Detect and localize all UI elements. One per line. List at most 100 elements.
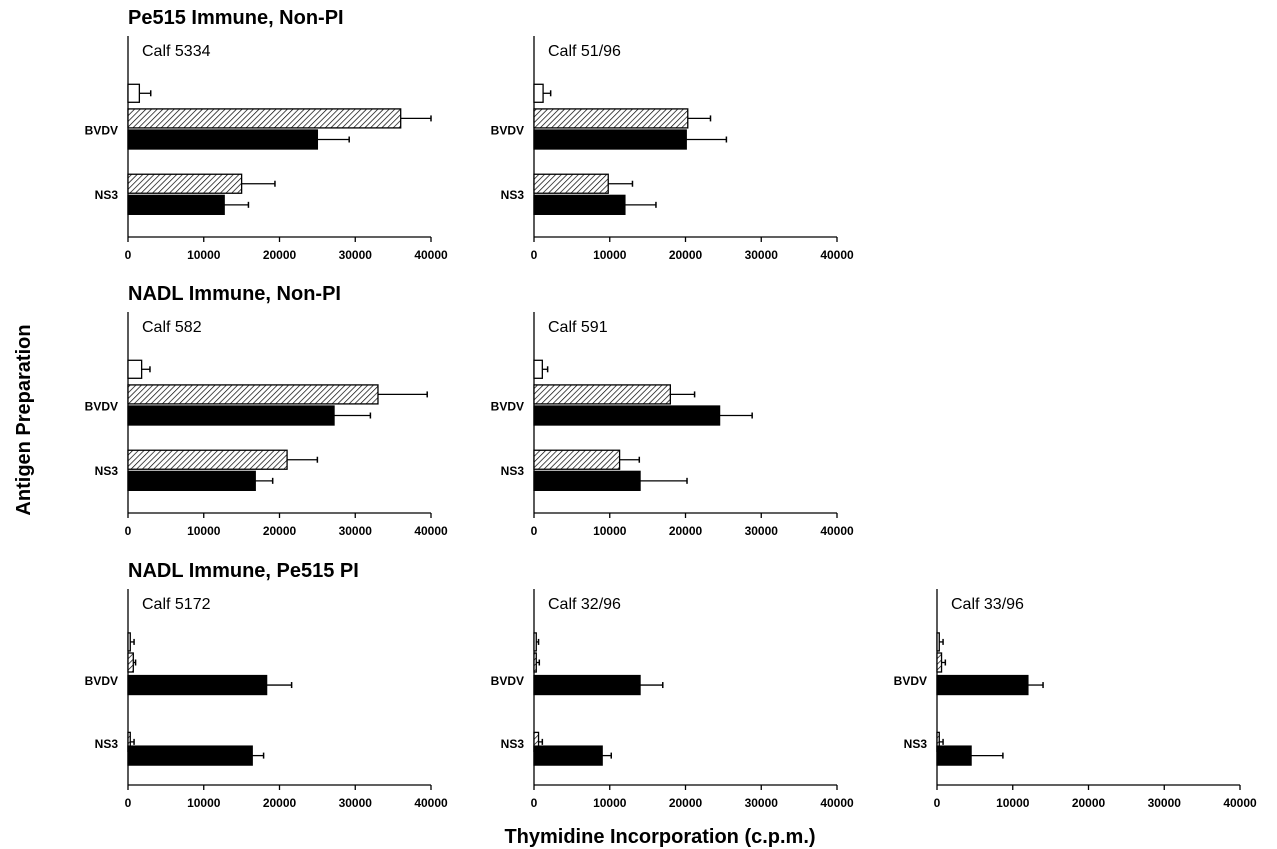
x-tick-label: 40000: [820, 796, 854, 810]
category-label: BVDV: [85, 123, 118, 137]
x-tick-label: 40000: [414, 248, 448, 262]
x-tick-label: 10000: [593, 248, 627, 262]
x-tick-label: 20000: [263, 796, 297, 810]
x-tick-label: 30000: [339, 248, 373, 262]
x-tick-label: 30000: [745, 248, 779, 262]
x-tick-label: 10000: [187, 248, 221, 262]
category-label: BVDV: [491, 674, 524, 688]
panel: 0 10000 20000 30000 40000 Calf 51/96 BVDV NS3: [491, 36, 854, 262]
panel-label: Calf 5334: [142, 43, 211, 60]
category-label: BVDV: [491, 399, 524, 413]
bar: [936, 745, 972, 766]
bar: [533, 405, 721, 426]
bar: [127, 674, 268, 696]
x-tick-label: 10000: [593, 796, 627, 810]
x-tick-label: 30000: [1148, 796, 1182, 810]
bar: [127, 405, 335, 426]
bar: [533, 384, 672, 405]
x-tick-label: 20000: [263, 248, 297, 262]
panel: 0 10000 20000 30000 40000 Calf 5334 BVDV NS3: [85, 36, 448, 262]
x-tick-label: 30000: [339, 796, 373, 810]
x-tick-label: 0: [125, 524, 132, 538]
x-tick-label: 20000: [263, 524, 297, 538]
panel-label: Calf 582: [142, 319, 202, 336]
x-tick-label: 0: [934, 796, 941, 810]
bar: [127, 652, 134, 673]
category-label: NS3: [501, 737, 525, 751]
group-title: Pe515 Immune, Non-PI: [128, 7, 344, 29]
panel: 0 10000 20000 30000 40000 Calf 591 BVDV NS3: [491, 312, 854, 538]
bar: [533, 674, 641, 696]
panel: 0 10000 20000 30000 40000 Calf 5172 BVDV NS3: [85, 589, 448, 810]
bar: [127, 449, 288, 470]
category-label: NS3: [95, 188, 119, 202]
category-label: NS3: [95, 737, 119, 751]
x-tick-label: 30000: [745, 796, 779, 810]
x-tick-label: 40000: [820, 524, 854, 538]
bar: [127, 129, 319, 150]
panel-group: Pe515 Immune, Non-PI 0 10000 20000 30000 4000…: [85, 7, 854, 262]
bar: [127, 194, 225, 215]
bar: [533, 652, 537, 673]
panel-label: Calf 51/96: [548, 43, 621, 60]
x-tick-label: 20000: [669, 524, 703, 538]
panel-label: Calf 5172: [142, 596, 211, 613]
bar: [127, 108, 402, 129]
bar: [127, 83, 141, 103]
bar: [533, 745, 603, 766]
x-tick-label: 20000: [1072, 796, 1106, 810]
bar: [533, 359, 543, 379]
bar: [533, 449, 621, 470]
panel: 0 10000 20000 30000 40000 Calf 33/96 BVDV NS3: [894, 589, 1257, 810]
panel-label: Calf 32/96: [548, 596, 621, 613]
x-tick-label: 0: [531, 524, 538, 538]
bar: [127, 359, 143, 379]
bar: [127, 632, 131, 652]
bar: [936, 674, 1029, 696]
bar: [127, 470, 256, 491]
category-label: BVDV: [491, 123, 524, 137]
x-tick-label: 10000: [996, 796, 1030, 810]
panel-group: NADL Immune, Pe515 PI 0 10000 20000 30000 400…: [85, 560, 1257, 810]
group-title: NADL Immune, Non-PI: [128, 283, 341, 305]
x-tick-label: 0: [531, 248, 538, 262]
x-tick-label: 10000: [187, 796, 221, 810]
x-tick-label: 30000: [745, 524, 779, 538]
bar: [533, 108, 689, 129]
bar: [533, 632, 537, 652]
y-axis-title: Antigen Preparation: [13, 324, 35, 515]
bar: [533, 470, 641, 491]
panel: 0 10000 20000 30000 40000 Calf 582 BVDV NS3: [85, 312, 448, 538]
bar: [533, 173, 609, 194]
category-label: NS3: [501, 464, 525, 478]
bar: [127, 384, 379, 405]
x-tick-label: 20000: [669, 796, 703, 810]
bar: [533, 194, 626, 215]
bar: [936, 632, 940, 652]
bar: [127, 173, 243, 194]
category-label: BVDV: [85, 674, 118, 688]
x-tick-label: 40000: [820, 248, 854, 262]
x-tick-label: 0: [531, 796, 538, 810]
category-label: NS3: [95, 464, 119, 478]
x-tick-label: 40000: [414, 524, 448, 538]
panel-group: NADL Immune, Non-PI 0 10000 20000 30000 40000…: [85, 283, 854, 538]
category-label: NS3: [501, 188, 525, 202]
panel-label: Calf 591: [548, 319, 608, 336]
x-tick-label: 0: [125, 796, 132, 810]
x-tick-label: 0: [125, 248, 132, 262]
x-tick-label: 40000: [1223, 796, 1257, 810]
x-tick-label: 10000: [593, 524, 627, 538]
x-axis-title: Thymidine Incorporation (c.p.m.): [504, 826, 815, 848]
category-label: BVDV: [894, 674, 927, 688]
panel: 0 10000 20000 30000 40000 Calf 32/96 BVDV NS3: [491, 589, 854, 810]
chart-panels: Pe515 Immune, Non-PI 0 10000 20000 30000 4000…: [85, 7, 1257, 810]
bar: [936, 652, 943, 673]
bar: [127, 745, 253, 766]
panel-label: Calf 33/96: [951, 596, 1024, 613]
x-tick-label: 20000: [669, 248, 703, 262]
bar: [533, 83, 544, 103]
x-tick-label: 40000: [414, 796, 448, 810]
category-label: BVDV: [85, 399, 118, 413]
